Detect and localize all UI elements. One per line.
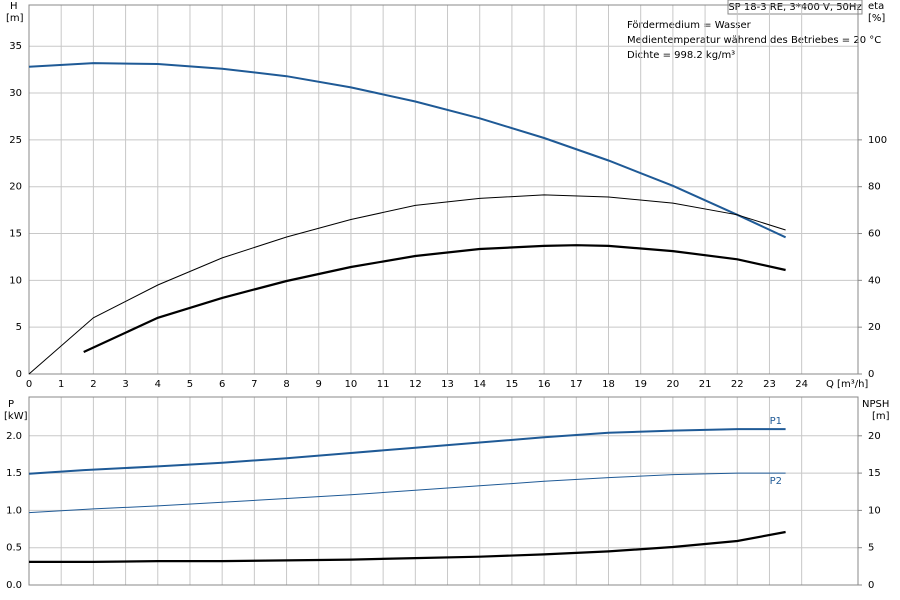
x-tick-label: 0 bbox=[26, 379, 32, 390]
plot-frame bbox=[28, 396, 859, 586]
y-tick-label: 1.0 bbox=[6, 505, 22, 516]
x-tick-label: 2 bbox=[90, 379, 96, 390]
x-tick-label: 7 bbox=[251, 379, 257, 390]
series-label: P2 bbox=[770, 476, 782, 487]
y-tick-label: 5 bbox=[16, 322, 22, 333]
x-tick-label: 10 bbox=[345, 379, 358, 390]
curve bbox=[28, 472, 786, 514]
y-tick-label: 0.5 bbox=[6, 543, 22, 554]
curve bbox=[28, 194, 786, 375]
y-tick-label: 1.5 bbox=[6, 468, 22, 479]
y-tick-label: 20 bbox=[9, 182, 22, 193]
x-tick-label: 16 bbox=[538, 379, 551, 390]
plot-frame bbox=[28, 4, 859, 375]
y-tick-label: 25 bbox=[9, 135, 22, 146]
x-tick-label: 22 bbox=[731, 379, 744, 390]
y2-tick-label: 40 bbox=[868, 275, 881, 286]
y-tick-label: 0 bbox=[16, 369, 22, 380]
x-tick-label: 4 bbox=[155, 379, 161, 390]
annotation: Medientemperatur während des Betriebes =… bbox=[627, 35, 881, 46]
curve bbox=[28, 428, 786, 475]
y-tick-label: 35 bbox=[9, 41, 22, 52]
y2-tick-label: 15 bbox=[868, 468, 881, 479]
y2-axis-label: eta bbox=[868, 1, 884, 12]
y-axis-unit: [m] bbox=[6, 13, 24, 24]
y-tick-label: 2.0 bbox=[6, 431, 22, 442]
y2-tick-label: 20 bbox=[868, 322, 881, 333]
x-tick-label: 11 bbox=[377, 379, 390, 390]
x-tick-label: 24 bbox=[795, 379, 808, 390]
curve bbox=[29, 530, 786, 563]
annotation: Fördermedium = Wasser bbox=[627, 20, 752, 31]
x-tick-label: 1 bbox=[58, 379, 64, 390]
y2-axis-unit: [m] bbox=[872, 411, 890, 422]
x-tick-label: 9 bbox=[316, 379, 322, 390]
y-tick-label: 30 bbox=[9, 88, 22, 99]
y2-tick-label: 60 bbox=[868, 229, 881, 240]
x-tick-label: 17 bbox=[570, 379, 583, 390]
curve bbox=[83, 244, 786, 353]
curve bbox=[28, 62, 787, 239]
y-axis-label: P bbox=[8, 399, 14, 410]
x-tick-label: 3 bbox=[122, 379, 128, 390]
y2-tick-label: 5 bbox=[868, 543, 874, 554]
x-tick-label: 5 bbox=[187, 379, 193, 390]
y2-tick-label: 80 bbox=[868, 182, 881, 193]
chart-title: SP 18-3 RE, 3*400 V, 50Hz bbox=[728, 2, 861, 13]
y2-tick-label: 100 bbox=[868, 135, 887, 146]
x-tick-label: 21 bbox=[699, 379, 712, 390]
x-tick-label: 15 bbox=[506, 379, 519, 390]
x-tick-label: 12 bbox=[409, 379, 422, 390]
y2-tick-label: 10 bbox=[868, 505, 881, 516]
y-tick-label: 15 bbox=[9, 229, 22, 240]
series-label: P1 bbox=[770, 416, 782, 427]
y2-tick-label: 20 bbox=[868, 431, 881, 442]
x-axis-label: Q [m³/h] bbox=[826, 379, 868, 390]
x-tick-label: 20 bbox=[667, 379, 680, 390]
y-tick-label: 0.0 bbox=[6, 580, 22, 591]
x-tick-label: 6 bbox=[219, 379, 225, 390]
y-axis-label: H bbox=[10, 1, 18, 12]
x-tick-label: 19 bbox=[634, 379, 647, 390]
title-box bbox=[727, 0, 863, 15]
x-tick-label: 8 bbox=[283, 379, 289, 390]
y2-axis-label: NPSH bbox=[862, 399, 889, 410]
y2-tick-label: 0 bbox=[868, 369, 874, 380]
annotation: Dichte = 998.2 kg/m³ bbox=[627, 50, 735, 61]
x-tick-label: 18 bbox=[602, 379, 615, 390]
y2-axis-unit: [%] bbox=[868, 13, 885, 24]
x-tick-label: 23 bbox=[763, 379, 776, 390]
y2-tick-label: 0 bbox=[868, 580, 874, 591]
x-tick-label: 13 bbox=[441, 379, 454, 390]
y-tick-label: 10 bbox=[9, 275, 22, 286]
y-axis-unit: [kW] bbox=[4, 411, 28, 422]
x-tick-label: 14 bbox=[473, 379, 486, 390]
